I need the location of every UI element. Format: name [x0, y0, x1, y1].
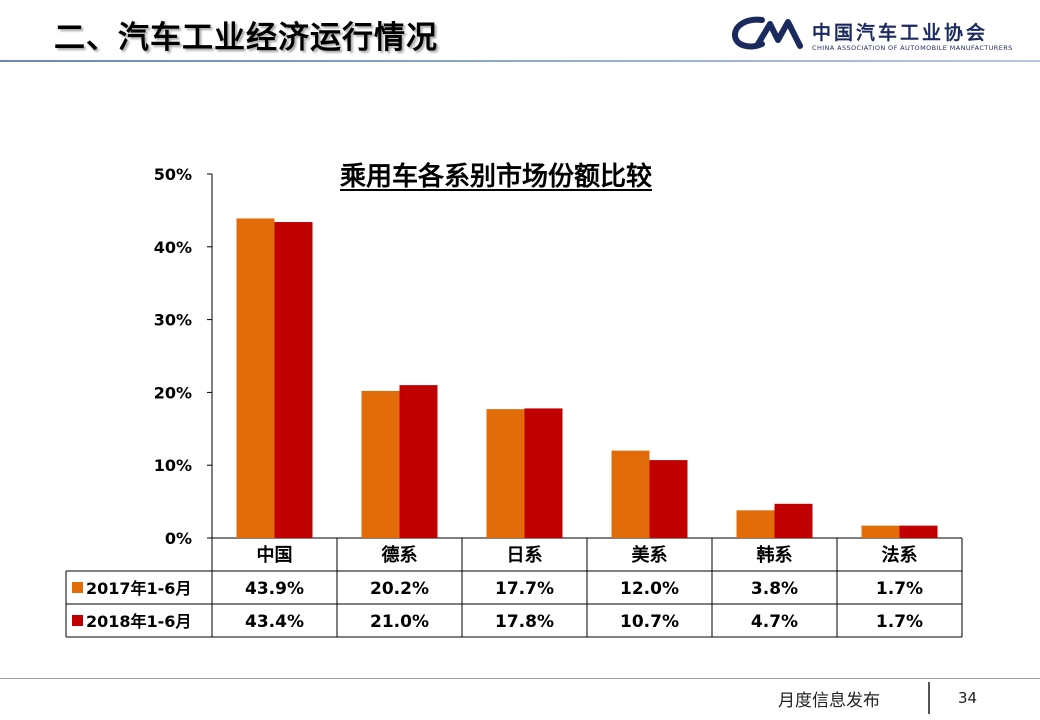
- footer-separator: [928, 682, 930, 714]
- legend-swatch-2018: [72, 615, 83, 626]
- data-label: 1.7%: [876, 579, 923, 599]
- y-tick-label: 10%: [154, 456, 192, 475]
- bar-2018-3: [649, 460, 688, 538]
- page-number: 34: [958, 689, 978, 707]
- data-label: 1.7%: [876, 612, 923, 632]
- data-label: 17.8%: [495, 612, 554, 632]
- category-label: 韩系: [757, 544, 793, 566]
- chart-title: 乘用车各系别市场份额比较: [340, 162, 653, 192]
- bar-2018-5: [899, 525, 938, 538]
- data-label: 3.8%: [751, 579, 798, 599]
- data-label: 4.7%: [751, 612, 798, 632]
- bar-2018-2: [524, 408, 563, 538]
- y-tick-label: 20%: [154, 383, 192, 402]
- header-divider: [0, 60, 1040, 62]
- bar-2018-0: [274, 222, 313, 538]
- legend-label-2018: 2018年1-6月: [86, 612, 191, 631]
- bar-2018-4: [774, 503, 813, 538]
- bar-2017-5: [861, 525, 900, 538]
- bar-2017-3: [611, 450, 650, 538]
- data-label: 43.9%: [245, 579, 304, 599]
- data-label: 21.0%: [370, 612, 429, 632]
- caam-logo: 中国汽车工业协会 CHINA ASSOCIATION OF AUTOMOBILE…: [732, 14, 1022, 56]
- logo-chinese-name: 中国汽车工业协会: [812, 22, 989, 44]
- category-label: 德系: [382, 544, 418, 566]
- category-label: 中国: [257, 544, 293, 566]
- category-label: 美系: [632, 544, 668, 566]
- y-tick-label: 0%: [165, 529, 192, 548]
- legend-swatch-2017: [72, 582, 83, 593]
- y-tick-label: 50%: [154, 165, 192, 184]
- bar-2017-2: [486, 409, 525, 538]
- y-tick-label: 30%: [154, 311, 192, 330]
- bar-2017-0: [236, 218, 275, 538]
- logo-english-name: CHINA ASSOCIATION OF AUTOMOBILE MANUFACT…: [812, 44, 1013, 52]
- bar-2017-1: [361, 390, 400, 538]
- category-label: 日系: [507, 545, 543, 566]
- category-label: 法系: [882, 544, 918, 566]
- data-label: 17.7%: [495, 579, 554, 599]
- legend-label-2017: 2017年1-6月: [86, 579, 191, 598]
- data-label: 20.2%: [370, 579, 429, 599]
- footer-label: 月度信息发布: [778, 691, 880, 711]
- footer-divider: [0, 678, 1040, 679]
- data-label: 43.4%: [245, 612, 304, 632]
- caam-logo-mark-icon: [732, 16, 803, 50]
- data-label: 10.7%: [620, 612, 679, 632]
- y-tick-label: 40%: [154, 238, 192, 257]
- data-label: 12.0%: [620, 579, 679, 599]
- bar-2017-4: [736, 510, 775, 538]
- slide-title: 二、汽车工业经济运行情况: [54, 20, 438, 56]
- bar-2018-1: [399, 385, 438, 538]
